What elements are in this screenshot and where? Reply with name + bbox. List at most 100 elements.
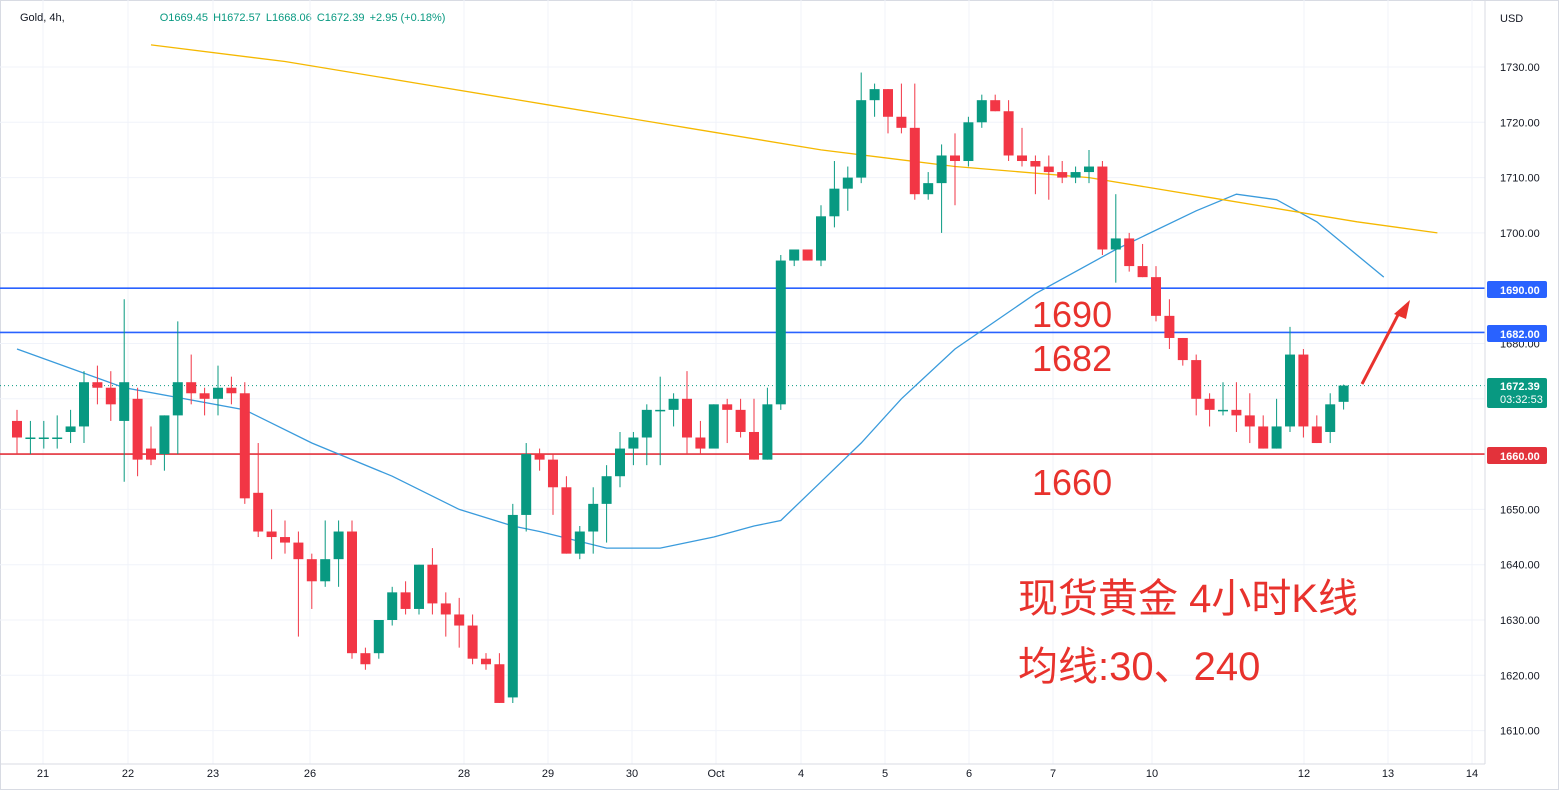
candle <box>1030 155 1041 195</box>
time-tick-label: 13 <box>1382 768 1394 780</box>
candle <box>481 653 491 670</box>
candle <box>963 116 974 167</box>
candle <box>1017 127 1027 167</box>
candle-body <box>25 437 36 440</box>
candle <box>199 387 210 416</box>
candle <box>883 89 893 134</box>
candle-body <box>1097 166 1108 250</box>
candle <box>1110 194 1121 283</box>
moving-averages <box>16 44 1438 549</box>
candle <box>1177 337 1188 366</box>
candle-body <box>159 415 170 455</box>
candle-body <box>347 531 357 654</box>
candle <box>105 371 116 421</box>
high-value: H1672.57 <box>213 12 261 24</box>
candle-body <box>306 559 317 582</box>
tag-1690-bg <box>1487 281 1547 298</box>
tag-1660-bg <box>1487 447 1547 464</box>
candle <box>1231 382 1242 432</box>
candle-body <box>682 398 692 438</box>
candle-body <box>373 620 384 654</box>
low-value: L1668.06 <box>265 12 312 24</box>
candle <box>494 653 505 703</box>
candle <box>360 647 371 670</box>
candle <box>507 503 518 703</box>
candle-body <box>1298 354 1309 427</box>
candle-body <box>199 393 210 399</box>
candle <box>146 426 156 466</box>
candle-body <box>1070 172 1081 178</box>
candle-body <box>923 183 934 195</box>
candle-body <box>735 409 746 432</box>
candle-body <box>239 393 250 499</box>
candle-body <box>856 100 867 178</box>
candle <box>52 415 63 449</box>
price-tick-label: 1650.00 <box>1500 504 1540 516</box>
candle <box>655 376 666 466</box>
price-tick-label: 1720.00 <box>1500 117 1540 129</box>
candle-body <box>655 409 666 412</box>
annotation-ma-periods: 均线:30、240 <box>1018 645 1260 689</box>
tag-1690: 1690.00 <box>1500 285 1540 297</box>
candle <box>38 420 49 449</box>
annotation-1682: 1682 <box>1032 338 1112 379</box>
candle-body <box>668 398 679 410</box>
candle <box>239 382 250 504</box>
candle-body <box>708 404 719 449</box>
candle-body <box>1017 155 1027 162</box>
close-value: C1672.39 <box>316 12 365 24</box>
candle-body <box>521 454 532 515</box>
candle <box>65 409 76 444</box>
price-tick-label: 1610.00 <box>1500 726 1540 738</box>
candle-body <box>1231 409 1242 416</box>
candle-body <box>1137 266 1148 278</box>
candle-body <box>387 592 398 620</box>
annotation-title: 现货黄金 4小时K线 <box>1018 577 1358 621</box>
candle <box>387 586 398 626</box>
time-tick-label: 28 <box>458 768 470 780</box>
candle <box>574 525 585 560</box>
candle-body <box>253 492 264 532</box>
candle-body <box>842 177 853 189</box>
candle <box>588 487 599 554</box>
price-tick-label: 1730.00 <box>1500 62 1540 74</box>
candle-body <box>1325 404 1336 432</box>
candle <box>1271 398 1282 449</box>
candle <box>159 415 170 471</box>
candle-body <box>38 437 49 440</box>
candle-body <box>1043 166 1054 173</box>
candle <box>226 376 237 405</box>
candle-body <box>615 448 625 477</box>
candle <box>923 172 934 200</box>
candle <box>373 620 384 659</box>
candle-body <box>695 437 706 449</box>
price-tick-label: 1620.00 <box>1500 670 1540 682</box>
candle-body <box>186 382 197 394</box>
candle-body <box>360 653 371 665</box>
symbol-label[interactable]: Gold, 4h, <box>20 12 65 24</box>
candle-body <box>1271 426 1282 449</box>
time-tick-label: 29 <box>542 768 554 780</box>
change-value: +2.95 (+0.18%) <box>369 12 446 24</box>
candle <box>1124 232 1135 272</box>
candle-body <box>1244 415 1255 427</box>
candle-body <box>990 100 1001 112</box>
candle <box>802 249 813 261</box>
open-value: O1669.45 <box>159 12 209 24</box>
time-tick-label: 23 <box>207 768 219 780</box>
candle-body <box>896 116 907 128</box>
candle <box>641 404 652 466</box>
time-tick-label: 14 <box>1466 768 1478 780</box>
candle <box>320 520 331 587</box>
candle <box>722 398 733 444</box>
candle-body <box>414 564 424 609</box>
candle-body <box>601 476 612 504</box>
candle-body <box>1285 354 1295 427</box>
tag-current-price: 1672.39 <box>1500 381 1540 393</box>
time-tick-label: 4 <box>798 768 804 780</box>
candle-body <box>802 249 813 261</box>
candle-body <box>105 387 116 405</box>
candle <box>1137 243 1148 278</box>
forecast-arrow <box>1360 300 1410 385</box>
